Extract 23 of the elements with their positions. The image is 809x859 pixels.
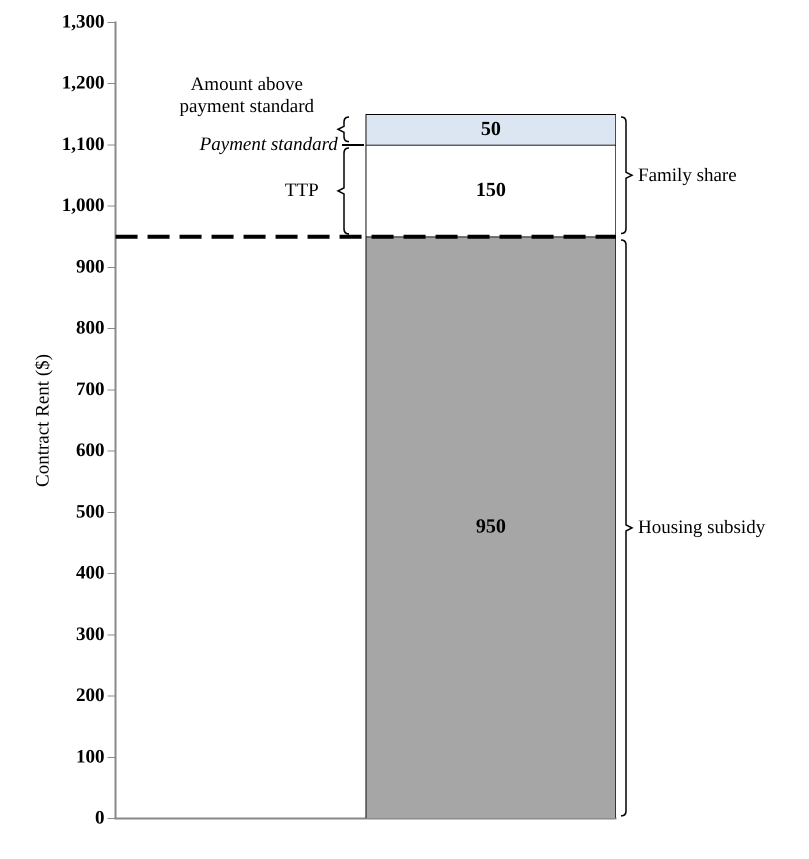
annotation: Payment standard: [198, 134, 338, 156]
data-label: 950: [476, 516, 506, 538]
y-tick-label: 1,200: [62, 72, 105, 94]
annotation: TTP: [284, 180, 320, 202]
y-tick-label: 100: [76, 746, 105, 768]
y-tick-label: 400: [76, 562, 105, 584]
text: Housing subsidy: [638, 516, 766, 539]
y-tick-label: 500: [76, 501, 105, 522]
y-tick-label: 1,100: [62, 134, 105, 155]
annotation: Amount above payment standard: [178, 74, 316, 118]
y-tick-label: 0: [95, 808, 105, 829]
y-tick-label: 700: [76, 378, 105, 400]
y-tick-label: 200: [76, 685, 105, 706]
y-tick-label: 900: [76, 256, 105, 278]
y-axis-title: Contract Rent ($): [32, 354, 54, 487]
data-label: 50: [480, 118, 501, 140]
y-tick-label: 300: [76, 624, 105, 645]
y-tick-label: 800: [76, 318, 105, 339]
text: Family share: [638, 164, 738, 186]
y-tick-label: 1,000: [62, 195, 105, 216]
data-label: 150: [476, 179, 506, 201]
y-tick-label: 600: [76, 440, 105, 462]
y-tick-label: 1,300: [62, 11, 105, 32]
